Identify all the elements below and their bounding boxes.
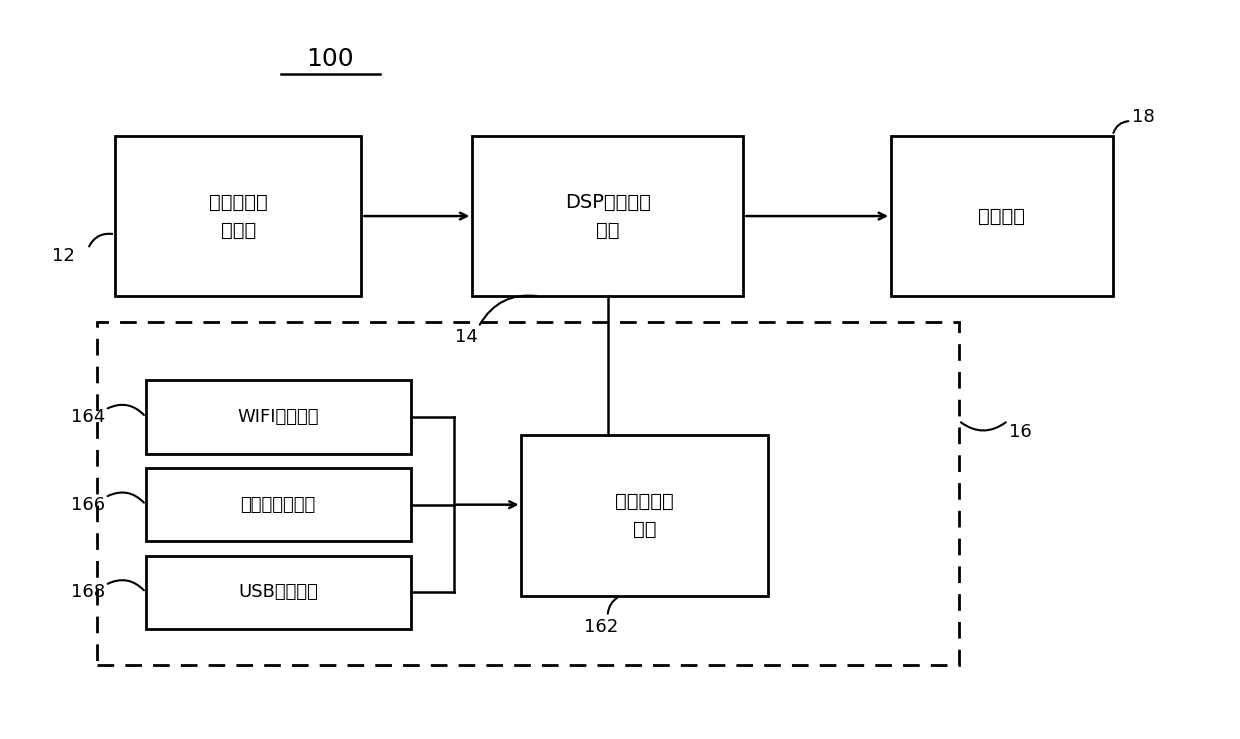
Text: 166: 166 <box>71 496 105 514</box>
Text: DSP音频处理
模块: DSP音频处理 模块 <box>564 193 651 239</box>
Text: 162: 162 <box>584 618 619 636</box>
Text: 164: 164 <box>71 408 105 426</box>
Text: 16: 16 <box>1009 423 1032 440</box>
Bar <box>146 381 410 454</box>
Text: 触摸屏控制
模块: 触摸屏控制 模块 <box>615 492 675 539</box>
Text: 18: 18 <box>1132 109 1154 126</box>
Text: WIFI控制接口: WIFI控制接口 <box>238 408 319 426</box>
Text: 12: 12 <box>52 248 74 265</box>
Bar <box>146 468 410 541</box>
Bar <box>472 136 743 296</box>
Text: 168: 168 <box>71 583 105 602</box>
Text: USB控制接口: USB控制接口 <box>238 583 319 602</box>
Text: 14: 14 <box>455 327 477 346</box>
Bar <box>97 322 959 665</box>
Text: 功放模块: 功放模块 <box>978 207 1025 225</box>
Bar <box>522 435 768 596</box>
Bar <box>892 136 1112 296</box>
Bar <box>146 556 410 629</box>
Text: 100: 100 <box>306 47 355 71</box>
Bar <box>115 136 361 296</box>
Text: 以太网控制接口: 以太网控制接口 <box>241 496 316 514</box>
Text: 音频传输接
口模块: 音频传输接 口模块 <box>208 193 268 239</box>
